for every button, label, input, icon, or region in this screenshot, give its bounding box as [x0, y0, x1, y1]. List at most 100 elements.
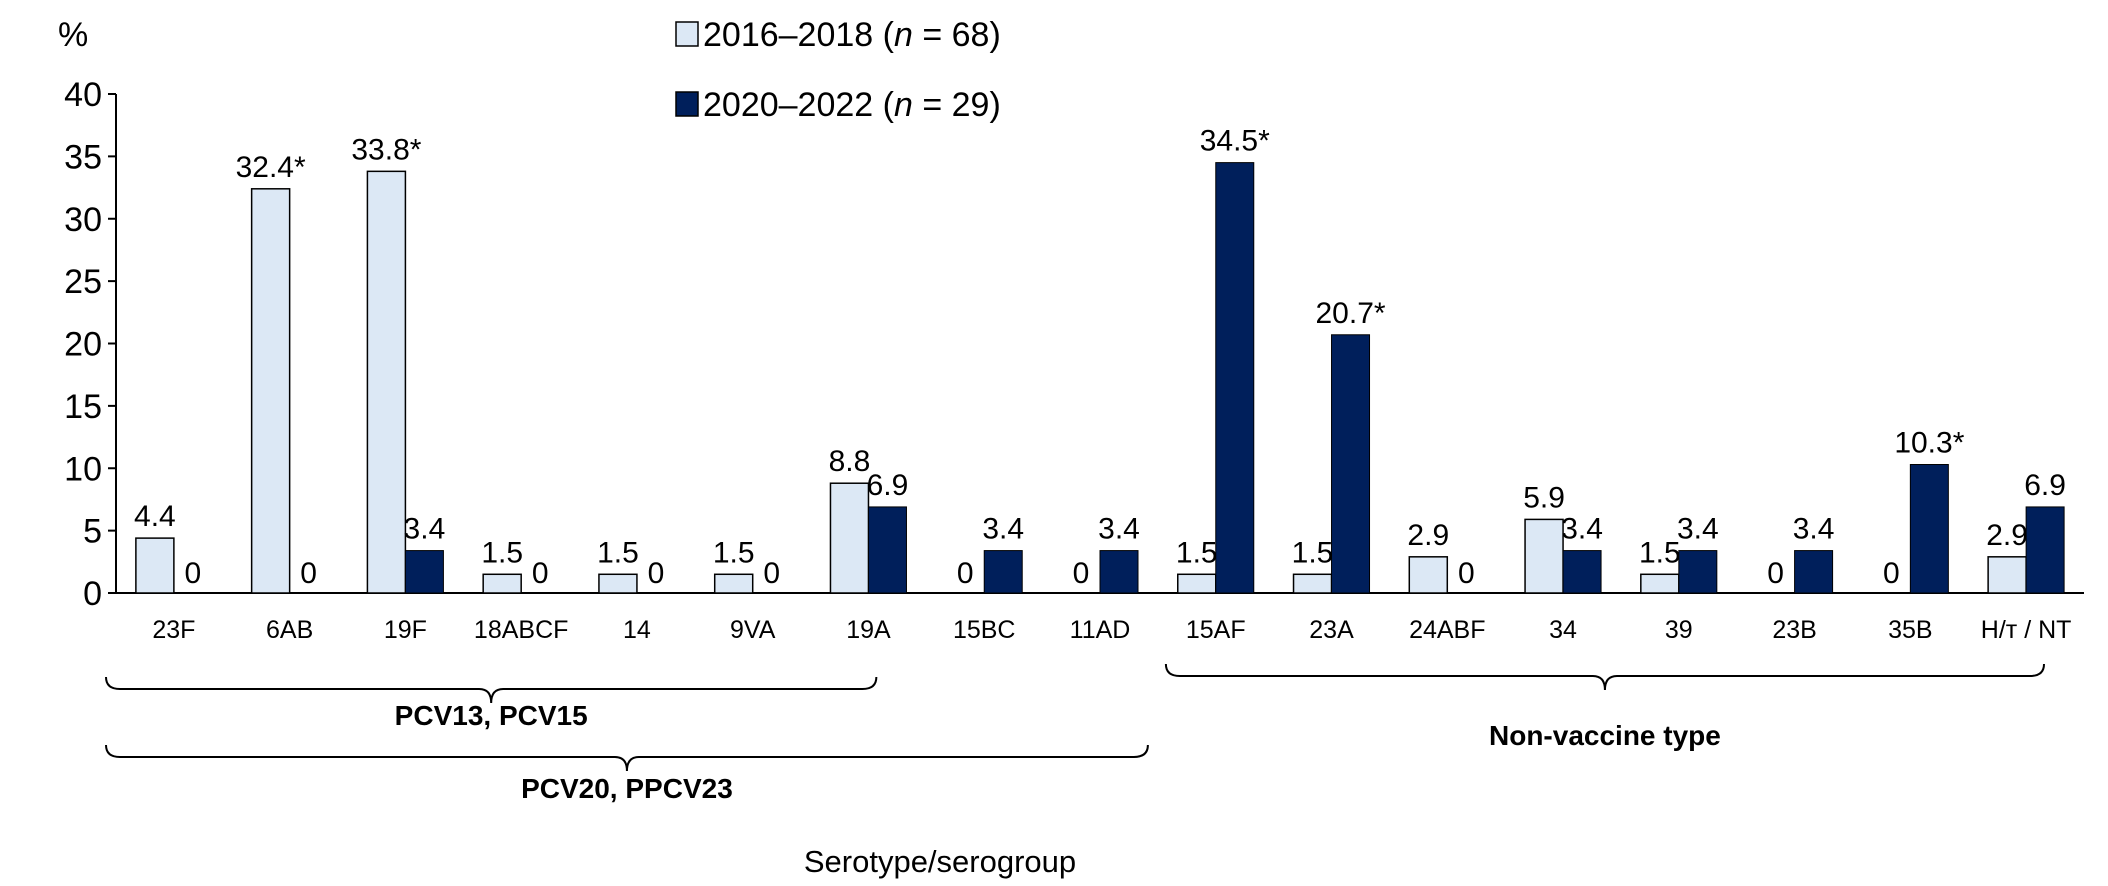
y-tick-label: 10	[64, 450, 102, 488]
data-label: 32.4*	[236, 151, 306, 184]
y-tick-label: 0	[83, 575, 102, 613]
bars: 4.432.4*33.8*1.5 1.5 1.58.80 01.5 1.52.95.91…	[134, 125, 2066, 594]
x-tick-label: 14	[623, 616, 651, 644]
bar-2020-2022	[2025, 506, 2065, 594]
data-label: 0	[1073, 557, 1090, 590]
legend-label: 2016–2018 (n = 68)	[703, 16, 1001, 54]
bar-2016-2018	[366, 170, 407, 594]
data-label: 1.5	[597, 536, 639, 569]
data-label: 6.9	[867, 469, 909, 502]
data-label: 8.8	[829, 445, 871, 478]
y-tick-label: 15	[64, 388, 102, 426]
y-tick-label: 5	[83, 513, 102, 551]
bar-2020-2022	[1215, 162, 1255, 594]
x-tick-label: H/т / NT	[1981, 616, 2072, 644]
x-tick-label: 39	[1665, 616, 1693, 644]
data-label: 34.5*	[1200, 125, 1270, 158]
data-label: 20.7*	[1315, 297, 1385, 330]
x-tick-label: 23B	[1772, 616, 1816, 644]
data-label: 3.4	[1098, 513, 1140, 546]
bar-2016-2018	[135, 537, 175, 594]
bar-2016-2018	[1987, 556, 2027, 594]
x-axis-label: Serotype/serogroup	[804, 844, 1076, 879]
bar-2016-2018	[829, 482, 870, 594]
x-tick-label: 23A	[1309, 616, 1354, 644]
x-tick-label: 34	[1549, 616, 1577, 644]
bar-2020-2022	[404, 550, 444, 594]
y-tick-label: 20	[64, 326, 102, 364]
bar-2016-2018	[1524, 518, 1564, 594]
bar-2016-2018	[482, 573, 522, 594]
x-tick-label: 24ABF	[1409, 616, 1485, 644]
data-label: 4.4	[134, 500, 176, 533]
legend-swatch	[675, 21, 699, 47]
data-label: 0	[957, 557, 974, 590]
data-label: 1.5	[481, 536, 523, 569]
data-label: 3.4	[404, 513, 446, 546]
data-label: 0	[1883, 557, 1900, 590]
group-bracket	[105, 676, 878, 704]
data-label: 6.9	[2024, 469, 2066, 502]
bar-2016-2018	[250, 188, 291, 594]
data-label: 0	[1767, 557, 1784, 590]
bar-2020-2022	[1099, 550, 1139, 594]
bar-2020-2022	[1331, 334, 1371, 594]
bar-2016-2018	[1640, 573, 1680, 594]
group-brackets: PCV13, PCV15 PCV20, PPCV23 Non-vaccine typ…	[105, 663, 2045, 804]
data-label: 1.5	[1176, 536, 1218, 569]
bar-2016-2018	[713, 573, 754, 594]
data-label: 0	[763, 557, 780, 590]
y-tick-label: 35	[64, 138, 102, 176]
bar-2020-2022	[983, 550, 1023, 594]
x-tick-label: 18ABCF	[474, 616, 568, 644]
bar-2016-2018	[1292, 573, 1333, 594]
data-label: 3.4	[1793, 513, 1835, 546]
y-tick-label: 25	[64, 263, 102, 301]
data-label: 0	[1458, 557, 1475, 590]
data-label: 10.3*	[1894, 427, 1964, 460]
axes: 0 5 10 15 20 25 30 35 40 23F 6AB 19F 18ABCF 14 9VA 19A 1…	[64, 76, 2084, 644]
data-label: 3.4	[1561, 513, 1603, 546]
bar-2016-2018	[598, 573, 638, 594]
data-label: 33.8*	[351, 133, 421, 166]
x-tick-label: 6AB	[266, 616, 313, 644]
data-label: 3.4	[982, 513, 1024, 546]
y-axis-label: %	[58, 16, 88, 54]
legend-label: 2020–2022 (n = 29)	[703, 86, 1001, 124]
bar-2020-2022	[1794, 550, 1834, 594]
legend-swatch	[675, 91, 699, 117]
bar-2016-2018	[1177, 573, 1217, 594]
x-tick-label: 15AF	[1186, 616, 1246, 644]
data-label: 0	[532, 557, 549, 590]
bar-2020-2022	[1678, 550, 1718, 594]
bar-2020-2022	[1562, 550, 1602, 594]
bar-2020-2022	[1909, 464, 1949, 594]
x-tick-label: 19A	[846, 616, 891, 644]
x-tick-label: 15BC	[953, 616, 1016, 644]
data-label: 1.5	[713, 536, 755, 569]
data-label: 1.5	[1639, 536, 1681, 569]
data-label: 2.9	[1407, 519, 1449, 552]
x-tick-label: 35B	[1888, 616, 1932, 644]
data-label: 1.5	[1292, 536, 1334, 569]
data-label: 0	[300, 557, 317, 590]
data-label: 2.9	[1986, 519, 2028, 552]
data-label: 5.9	[1523, 481, 1565, 514]
bar-2020-2022	[867, 506, 907, 594]
data-label: 3.4	[1677, 513, 1719, 546]
y-tick-label: 30	[64, 201, 102, 239]
group-bracket	[105, 744, 1149, 772]
x-tick-label: 11AD	[1070, 616, 1131, 644]
data-label: 0	[185, 557, 202, 590]
legend: 2016–2018 (n = 68) 2020–2022 (n = 29)	[675, 16, 1001, 124]
bar-2016-2018	[1408, 556, 1449, 594]
data-label: 0	[648, 557, 665, 590]
group-label: PCV13, PCV15	[395, 700, 588, 731]
y-tick-label: 40	[64, 76, 102, 114]
x-tick-label: 9VA	[730, 616, 776, 644]
group-label: PCV20, PPCV23	[521, 773, 733, 804]
group-label: Non-vaccine type	[1489, 720, 1721, 751]
x-tick-label: 19F	[384, 616, 427, 644]
group-bracket	[1164, 663, 2045, 691]
